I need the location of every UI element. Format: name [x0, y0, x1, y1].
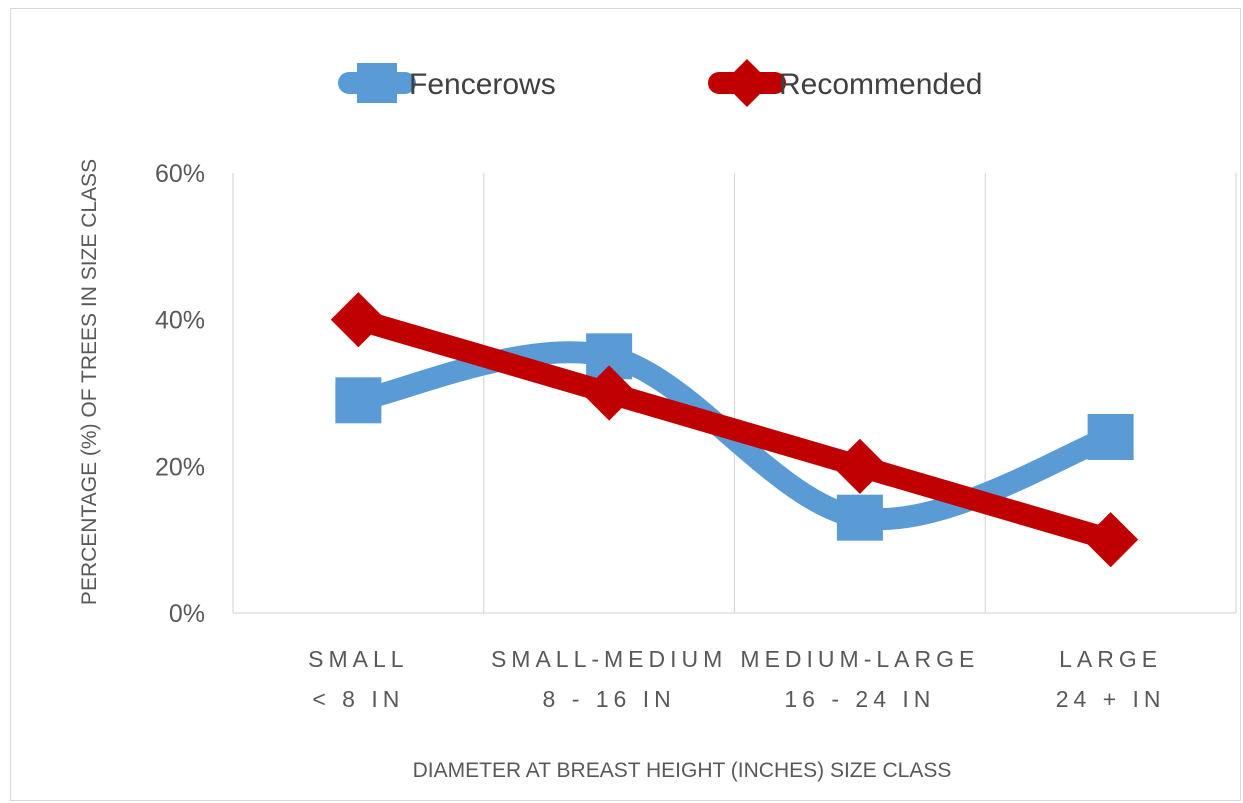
data-point-diamond	[832, 438, 888, 494]
data-point-square	[335, 377, 382, 424]
y-tick-label: 60%	[155, 160, 205, 188]
y-tick-label: 40%	[155, 307, 205, 335]
x-tick-label: 16 - 24 IN	[784, 686, 935, 712]
x-tick-label: LARGE	[1059, 646, 1162, 672]
y-tick-label: 20%	[155, 453, 205, 481]
legend: Fencerows Recommended	[338, 59, 982, 107]
y-tick-label: 0%	[169, 600, 205, 628]
x-tick-label: SMALL	[308, 646, 408, 672]
legend-item: Fencerows	[338, 63, 556, 103]
data-point-square	[1087, 414, 1134, 460]
legend-marker	[723, 59, 771, 107]
y-tick-labels: 0% 20% 40% 60%	[155, 160, 205, 628]
legend-label: Recommended	[779, 68, 982, 101]
data-point-diamond	[1083, 512, 1139, 568]
x-tick-label: MEDIUM-LARGE	[740, 646, 979, 672]
data-point-diamond	[330, 292, 386, 348]
legend-marker	[357, 63, 397, 103]
data-point-square	[836, 494, 883, 541]
data-point-diamond	[581, 365, 637, 421]
series-recommended	[330, 292, 1139, 568]
x-tick-labels: SMALL < 8 IN SMALL-MEDIUM 8 - 16 IN MEDIUM-L…	[308, 646, 1166, 712]
grid-layer	[232, 173, 1237, 614]
x-axis-label: DIAMETER AT BREAST HEIGHT (INCHES) SIZE …	[413, 759, 952, 782]
x-tick-label: < 8 IN	[312, 686, 404, 712]
series-layer	[330, 292, 1139, 568]
x-tick-label: 8 - 16 IN	[543, 686, 676, 712]
x-tick-label: SMALL-MEDIUM	[491, 646, 727, 672]
legend-label: Fencerows	[409, 68, 556, 101]
x-tick-label: 24 + IN	[1056, 686, 1166, 712]
y-axis-label: PERCENTAGE (%) OF TREES IN SIZE CLASS	[78, 159, 101, 605]
series-line	[347, 308, 1122, 551]
legend-item: Recommended	[708, 59, 982, 107]
